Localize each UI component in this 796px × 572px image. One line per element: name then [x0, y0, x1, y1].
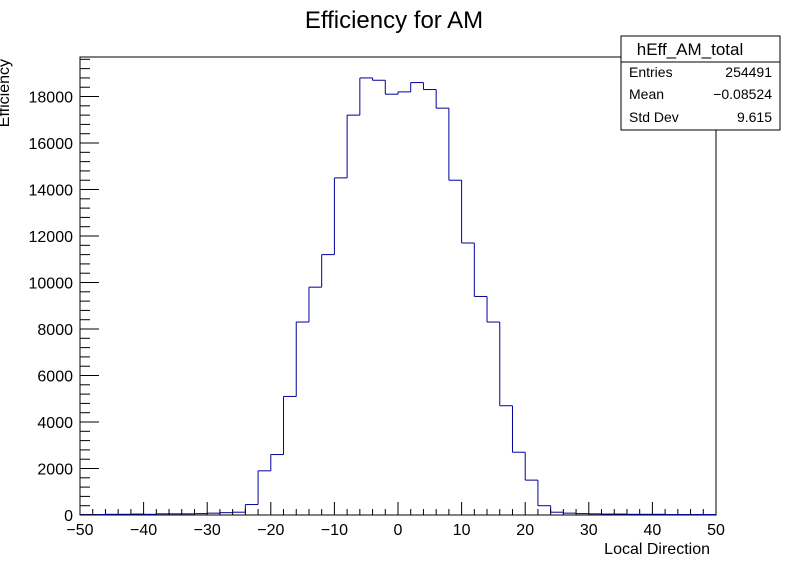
stats-box-frame: [620, 35, 781, 131]
stats-stddev-label: Std Dev: [629, 109, 679, 125]
y-tick-label: 0: [64, 508, 73, 525]
stats-entries-value: 254491: [725, 64, 772, 80]
stats-stddev-value: 9.615: [737, 109, 772, 125]
y-axis-label: Efficiency: [0, 59, 13, 127]
stats-box-title: hEff_AM_total: [637, 40, 743, 59]
x-tick-label: 0: [394, 522, 403, 539]
y-tick-label: 14000: [29, 183, 74, 200]
stats-entries-label: Entries: [629, 64, 673, 80]
y-axis-ticks: 0 2000 4000 6000 8000 10000 12000 14000 16000 180…: [29, 58, 99, 525]
x-tick-label: 10: [453, 522, 471, 539]
y-tick-label: 6000: [37, 369, 73, 386]
x-tick-label: −10: [321, 522, 348, 539]
y-tick-label: 10000: [29, 276, 74, 293]
x-axis-ticks: −50 −40 −30 −20 −10 0 10 20 30 40 50: [66, 502, 725, 539]
x-axis-label: Local Direction: [604, 541, 710, 558]
x-tick-label: 40: [644, 522, 662, 539]
x-tick-label: −40: [130, 522, 157, 539]
x-tick-label: −50: [66, 522, 93, 539]
x-tick-label: −30: [194, 522, 221, 539]
x-tick-label: 50: [707, 522, 725, 539]
stats-box: hEff_AM_total Entries 254491 Mean −0.085…: [620, 35, 781, 131]
histogram-series: [79, 77, 716, 516]
stats-mean-value: −0.08524: [713, 86, 772, 102]
x-tick-label: −20: [257, 522, 284, 539]
x-tick-label: 20: [516, 522, 534, 539]
y-tick-label: 16000: [29, 136, 74, 153]
x-tick-label: 30: [580, 522, 598, 539]
y-tick-label: 18000: [29, 90, 74, 107]
y-tick-label: 12000: [29, 229, 74, 246]
y-tick-label: 2000: [37, 462, 73, 479]
y-tick-label: 8000: [37, 322, 73, 339]
y-tick-label: 4000: [37, 415, 73, 432]
stats-mean-label: Mean: [629, 86, 664, 102]
chart-title: Efficiency for AM: [305, 7, 483, 34]
